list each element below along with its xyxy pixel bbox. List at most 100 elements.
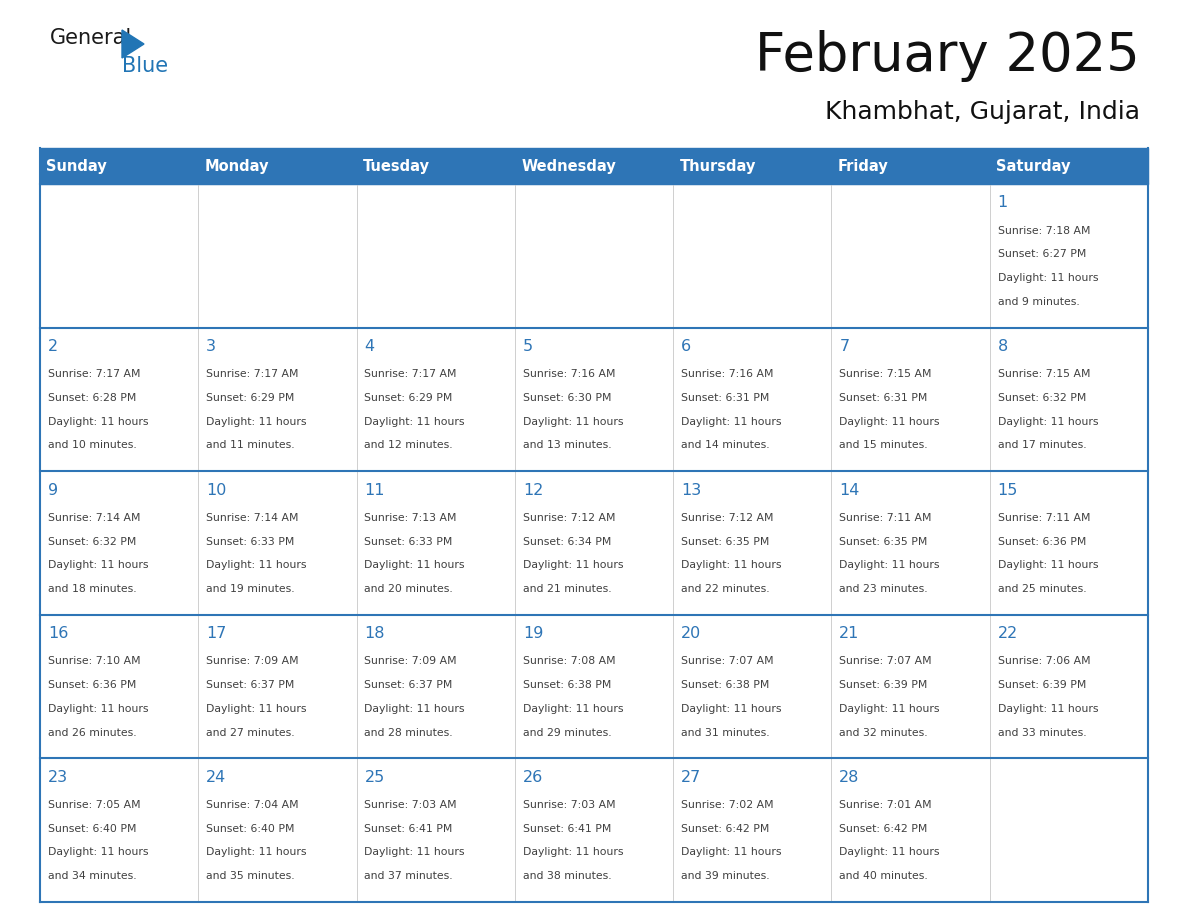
Polygon shape xyxy=(122,30,144,58)
Text: Sunrise: 7:09 AM: Sunrise: 7:09 AM xyxy=(365,656,457,666)
Text: Daylight: 11 hours: Daylight: 11 hours xyxy=(681,847,782,857)
Text: Daylight: 11 hours: Daylight: 11 hours xyxy=(998,273,1098,283)
Text: Sunset: 6:42 PM: Sunset: 6:42 PM xyxy=(681,823,770,834)
Text: Sunrise: 7:18 AM: Sunrise: 7:18 AM xyxy=(998,226,1091,236)
Text: Daylight: 11 hours: Daylight: 11 hours xyxy=(365,704,465,714)
Text: and 11 minutes.: and 11 minutes. xyxy=(207,441,295,451)
Text: Daylight: 11 hours: Daylight: 11 hours xyxy=(998,560,1098,570)
Text: Sunset: 6:38 PM: Sunset: 6:38 PM xyxy=(681,680,770,690)
Text: 11: 11 xyxy=(365,483,385,498)
Text: Sunset: 6:31 PM: Sunset: 6:31 PM xyxy=(840,393,928,403)
Text: 18: 18 xyxy=(365,626,385,642)
Text: and 22 minutes.: and 22 minutes. xyxy=(681,584,770,594)
Text: Sunrise: 7:14 AM: Sunrise: 7:14 AM xyxy=(48,513,140,523)
Text: Sunset: 6:41 PM: Sunset: 6:41 PM xyxy=(523,823,611,834)
Text: 2: 2 xyxy=(48,339,58,354)
Text: Sunset: 6:33 PM: Sunset: 6:33 PM xyxy=(365,536,453,546)
Text: Saturday: Saturday xyxy=(996,159,1070,174)
Text: and 23 minutes.: and 23 minutes. xyxy=(840,584,928,594)
Text: and 39 minutes.: and 39 minutes. xyxy=(681,871,770,881)
Text: Sunrise: 7:15 AM: Sunrise: 7:15 AM xyxy=(998,369,1091,379)
Text: Sunset: 6:39 PM: Sunset: 6:39 PM xyxy=(840,680,928,690)
Text: and 18 minutes.: and 18 minutes. xyxy=(48,584,137,594)
Text: Sunset: 6:38 PM: Sunset: 6:38 PM xyxy=(523,680,611,690)
Text: Sunset: 6:33 PM: Sunset: 6:33 PM xyxy=(207,536,295,546)
Text: 6: 6 xyxy=(681,339,691,354)
Text: 24: 24 xyxy=(207,770,227,785)
Text: Sunset: 6:32 PM: Sunset: 6:32 PM xyxy=(998,393,1086,403)
Bar xyxy=(40,615,1148,758)
Text: Sunset: 6:41 PM: Sunset: 6:41 PM xyxy=(365,823,453,834)
Text: Sunrise: 7:02 AM: Sunrise: 7:02 AM xyxy=(681,800,773,810)
Text: Sunrise: 7:17 AM: Sunrise: 7:17 AM xyxy=(365,369,457,379)
Text: Sunset: 6:37 PM: Sunset: 6:37 PM xyxy=(365,680,453,690)
Bar xyxy=(40,148,1148,184)
Text: and 31 minutes.: and 31 minutes. xyxy=(681,728,770,737)
Text: and 10 minutes.: and 10 minutes. xyxy=(48,441,137,451)
Text: Daylight: 11 hours: Daylight: 11 hours xyxy=(48,560,148,570)
Text: Sunrise: 7:10 AM: Sunrise: 7:10 AM xyxy=(48,656,140,666)
Text: Sunrise: 7:16 AM: Sunrise: 7:16 AM xyxy=(523,369,615,379)
Text: 14: 14 xyxy=(840,483,860,498)
Text: Khambhat, Gujarat, India: Khambhat, Gujarat, India xyxy=(824,100,1140,124)
Text: and 14 minutes.: and 14 minutes. xyxy=(681,441,770,451)
Text: and 9 minutes.: and 9 minutes. xyxy=(998,297,1080,307)
Text: Sunrise: 7:11 AM: Sunrise: 7:11 AM xyxy=(840,513,931,523)
Bar xyxy=(40,471,1148,615)
Text: Sunset: 6:37 PM: Sunset: 6:37 PM xyxy=(207,680,295,690)
Text: and 13 minutes.: and 13 minutes. xyxy=(523,441,612,451)
Bar xyxy=(40,758,1148,902)
Text: General: General xyxy=(50,28,132,48)
Text: and 35 minutes.: and 35 minutes. xyxy=(207,871,295,881)
Text: 26: 26 xyxy=(523,770,543,785)
Text: Daylight: 11 hours: Daylight: 11 hours xyxy=(998,704,1098,714)
Text: Sunset: 6:36 PM: Sunset: 6:36 PM xyxy=(48,680,137,690)
Text: February 2025: February 2025 xyxy=(756,30,1140,82)
Text: Sunrise: 7:01 AM: Sunrise: 7:01 AM xyxy=(840,800,931,810)
Text: Daylight: 11 hours: Daylight: 11 hours xyxy=(998,417,1098,427)
Text: and 19 minutes.: and 19 minutes. xyxy=(207,584,295,594)
Text: Sunrise: 7:12 AM: Sunrise: 7:12 AM xyxy=(523,513,615,523)
Text: 3: 3 xyxy=(207,339,216,354)
Text: Daylight: 11 hours: Daylight: 11 hours xyxy=(840,847,940,857)
Text: and 29 minutes.: and 29 minutes. xyxy=(523,728,612,737)
Text: and 28 minutes.: and 28 minutes. xyxy=(365,728,453,737)
Text: Sunset: 6:27 PM: Sunset: 6:27 PM xyxy=(998,250,1086,260)
Text: Sunrise: 7:04 AM: Sunrise: 7:04 AM xyxy=(207,800,299,810)
Text: Sunset: 6:40 PM: Sunset: 6:40 PM xyxy=(207,823,295,834)
Text: Daylight: 11 hours: Daylight: 11 hours xyxy=(207,704,307,714)
Text: Sunset: 6:35 PM: Sunset: 6:35 PM xyxy=(840,536,928,546)
Text: Sunset: 6:40 PM: Sunset: 6:40 PM xyxy=(48,823,137,834)
Text: and 12 minutes.: and 12 minutes. xyxy=(365,441,453,451)
Text: 21: 21 xyxy=(840,626,860,642)
Text: and 26 minutes.: and 26 minutes. xyxy=(48,728,137,737)
Text: and 40 minutes.: and 40 minutes. xyxy=(840,871,928,881)
Text: 22: 22 xyxy=(998,626,1018,642)
Text: Daylight: 11 hours: Daylight: 11 hours xyxy=(681,704,782,714)
Text: 20: 20 xyxy=(681,626,701,642)
Text: Daylight: 11 hours: Daylight: 11 hours xyxy=(523,560,624,570)
Text: Sunset: 6:39 PM: Sunset: 6:39 PM xyxy=(998,680,1086,690)
Text: Daylight: 11 hours: Daylight: 11 hours xyxy=(523,417,624,427)
Text: 9: 9 xyxy=(48,483,58,498)
Text: Sunrise: 7:11 AM: Sunrise: 7:11 AM xyxy=(998,513,1091,523)
Text: Sunrise: 7:15 AM: Sunrise: 7:15 AM xyxy=(840,369,931,379)
Text: Sunrise: 7:12 AM: Sunrise: 7:12 AM xyxy=(681,513,773,523)
Text: 8: 8 xyxy=(998,339,1007,354)
Text: Monday: Monday xyxy=(204,159,270,174)
Text: and 17 minutes.: and 17 minutes. xyxy=(998,441,1086,451)
Text: and 25 minutes.: and 25 minutes. xyxy=(998,584,1086,594)
Text: and 32 minutes.: and 32 minutes. xyxy=(840,728,928,737)
Text: Sunrise: 7:06 AM: Sunrise: 7:06 AM xyxy=(998,656,1091,666)
Bar xyxy=(40,328,1148,471)
Text: 13: 13 xyxy=(681,483,701,498)
Text: Daylight: 11 hours: Daylight: 11 hours xyxy=(840,704,940,714)
Text: 28: 28 xyxy=(840,770,860,785)
Text: Daylight: 11 hours: Daylight: 11 hours xyxy=(523,704,624,714)
Text: Sunset: 6:29 PM: Sunset: 6:29 PM xyxy=(207,393,295,403)
Text: 7: 7 xyxy=(840,339,849,354)
Text: Daylight: 11 hours: Daylight: 11 hours xyxy=(365,560,465,570)
Text: Sunrise: 7:03 AM: Sunrise: 7:03 AM xyxy=(523,800,615,810)
Text: Daylight: 11 hours: Daylight: 11 hours xyxy=(681,417,782,427)
Text: and 20 minutes.: and 20 minutes. xyxy=(365,584,454,594)
